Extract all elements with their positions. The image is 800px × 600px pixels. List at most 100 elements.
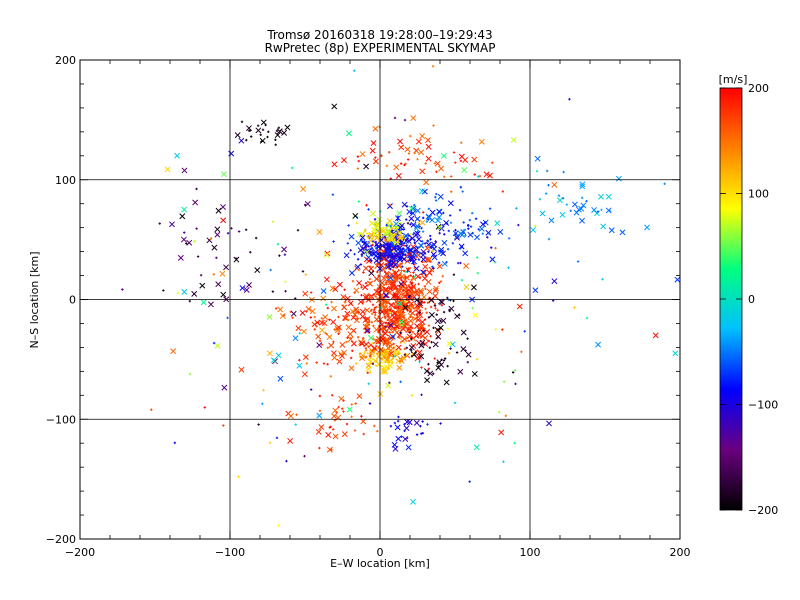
data-point xyxy=(477,228,480,231)
data-point xyxy=(393,270,397,273)
data-point xyxy=(434,327,441,333)
data-point xyxy=(396,419,400,423)
data-point xyxy=(437,261,441,264)
data-point xyxy=(313,315,316,319)
data-point xyxy=(421,294,427,301)
data-point xyxy=(285,459,288,463)
data-point xyxy=(423,285,426,288)
data-point xyxy=(491,161,494,164)
data-point xyxy=(391,276,398,283)
data-point xyxy=(377,274,380,278)
data-point xyxy=(347,331,354,338)
data-point xyxy=(350,314,357,321)
data-point xyxy=(254,267,261,274)
data-point xyxy=(209,237,213,240)
data-point xyxy=(395,259,399,262)
data-point xyxy=(409,259,412,262)
data-point xyxy=(438,165,445,172)
data-point xyxy=(298,332,301,335)
data-point xyxy=(370,341,374,345)
data-point xyxy=(362,271,365,274)
data-point xyxy=(423,301,426,304)
data-point xyxy=(394,215,401,222)
data-point xyxy=(226,316,229,320)
data-point xyxy=(360,286,363,289)
data-point xyxy=(403,241,406,245)
data-point xyxy=(486,236,489,239)
data-point xyxy=(439,422,442,425)
data-point xyxy=(295,325,302,332)
data-point xyxy=(424,287,427,291)
data-point xyxy=(341,304,345,307)
data-point xyxy=(319,327,325,334)
data-point xyxy=(561,197,565,200)
data-point xyxy=(347,318,350,322)
data-point xyxy=(186,239,193,246)
data-point xyxy=(399,331,402,334)
data-point xyxy=(562,170,565,174)
data-point xyxy=(395,358,402,365)
data-point xyxy=(345,422,349,426)
data-point xyxy=(409,249,412,252)
data-point xyxy=(672,350,679,357)
data-point xyxy=(195,227,198,230)
data-point xyxy=(408,215,415,222)
data-point xyxy=(459,261,462,265)
data-point xyxy=(425,241,432,248)
data-point xyxy=(447,298,450,302)
data-point xyxy=(483,171,490,178)
data-point xyxy=(403,320,410,327)
colorbar-tick-label: 0 xyxy=(748,293,755,306)
colorbar-tick-label: −100 xyxy=(748,399,778,412)
data-point xyxy=(565,203,569,206)
data-point xyxy=(266,350,273,357)
data-point xyxy=(436,359,443,366)
data-point xyxy=(427,367,431,370)
data-point xyxy=(296,229,300,232)
data-point xyxy=(370,140,377,147)
data-point xyxy=(571,201,578,208)
data-point xyxy=(416,316,419,319)
data-point xyxy=(432,326,435,330)
data-point xyxy=(427,339,431,343)
data-point xyxy=(164,166,171,173)
data-point xyxy=(383,233,387,236)
data-point xyxy=(605,193,612,200)
data-point xyxy=(440,317,447,324)
data-point xyxy=(443,379,450,386)
data-point xyxy=(373,349,376,353)
data-point xyxy=(443,233,446,236)
data-point xyxy=(407,301,410,304)
data-point xyxy=(436,309,439,312)
data-point xyxy=(362,284,369,291)
y-tick-label: 0 xyxy=(69,294,76,307)
data-point xyxy=(373,338,380,345)
data-point xyxy=(393,252,400,259)
data-point xyxy=(173,441,176,445)
data-point xyxy=(348,365,355,372)
data-point xyxy=(372,311,376,314)
data-point xyxy=(331,413,338,420)
data-point xyxy=(386,287,389,290)
data-point xyxy=(391,248,394,251)
data-point xyxy=(215,256,218,260)
data-point xyxy=(300,185,307,192)
data-point xyxy=(369,371,372,374)
data-point xyxy=(573,209,580,216)
data-point xyxy=(460,278,464,282)
data-point xyxy=(408,255,415,262)
data-point xyxy=(410,337,413,340)
data-point xyxy=(469,225,473,228)
data-point xyxy=(325,303,328,306)
data-point xyxy=(461,190,464,193)
data-point xyxy=(576,260,580,263)
data-point xyxy=(354,402,357,405)
data-point xyxy=(309,388,313,391)
data-point xyxy=(270,357,277,364)
data-point xyxy=(534,224,537,228)
data-point xyxy=(383,364,390,371)
data-point xyxy=(332,340,335,343)
data-point xyxy=(364,244,368,247)
data-point xyxy=(395,238,398,241)
data-point xyxy=(277,375,284,382)
